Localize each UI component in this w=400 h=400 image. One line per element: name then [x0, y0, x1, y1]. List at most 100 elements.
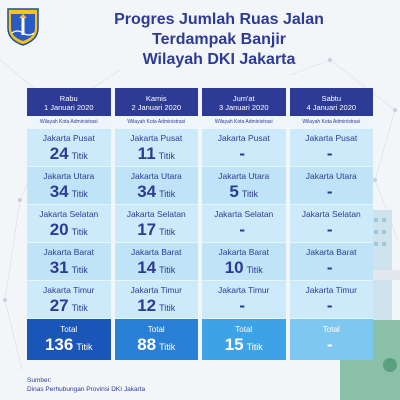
region-unit: Titik	[71, 303, 88, 314]
region-name: Jakarta Selatan	[301, 209, 361, 220]
table-row: Jakarta Utara 34 Titik	[27, 167, 111, 206]
region-unit: Titik	[71, 227, 88, 238]
region-unit: Titik	[159, 227, 176, 238]
total-unit: Titik	[159, 342, 176, 353]
total-label: Total	[322, 325, 340, 335]
region-name: Jakarta Selatan	[126, 209, 186, 220]
table-row: Jakarta Barat 14 Titik	[114, 243, 198, 282]
total-label: Total	[147, 325, 165, 335]
region-value: -	[326, 258, 333, 278]
region-unit: Titik	[241, 189, 259, 200]
region-value: 27	[49, 296, 69, 316]
region-unit: Titik	[71, 265, 88, 276]
column-header: Jum'at 3 Januari 2020	[202, 88, 286, 117]
region-name: Jakarta Utara	[130, 171, 182, 182]
total-row: Total 15 Titik	[202, 319, 286, 360]
region-value: -	[326, 220, 333, 240]
region-value: 34	[49, 182, 69, 202]
table-row: Jakarta Pusat -	[202, 129, 286, 168]
table-row: Jakarta Selatan -	[289, 205, 373, 244]
table-row: Jakarta Barat 10 Titik	[202, 243, 286, 282]
region-value: -	[239, 220, 246, 240]
total-row: Total -	[289, 319, 373, 360]
region-name: Jakarta Selatan	[39, 209, 99, 220]
region-value: 10	[224, 258, 244, 278]
day-column: Jum'at 3 Januari 2020 Wilayah Kota Admin…	[202, 88, 286, 360]
column-subheader: Wilayah Kota Administrasi	[289, 116, 373, 130]
total-row: Total 88 Titik	[114, 319, 198, 360]
column-header: Rabu 1 Januari 2020	[27, 88, 111, 117]
region-value: 5	[229, 182, 239, 202]
region-name: Jakarta Pusat	[130, 133, 183, 144]
region-name: Jakarta Pusat	[305, 133, 358, 144]
column-date: 3 Januari 2020	[218, 103, 269, 112]
region-value: 24	[49, 144, 69, 164]
region-unit: Titik	[159, 189, 176, 200]
table-row: Jakarta Utara 5 Titik	[202, 167, 286, 206]
region-name: Jakarta Barat	[218, 247, 270, 258]
region-name: Jakarta Barat	[43, 247, 95, 258]
table-row: Jakarta Barat -	[289, 243, 373, 282]
total-value: 88	[137, 335, 157, 355]
table-row: Jakarta Timur 27 Titik	[27, 281, 111, 320]
column-header: Kamis 2 Januari 2020	[114, 88, 198, 117]
total-row: Total 136 Titik	[27, 319, 111, 360]
total-label: Total	[235, 325, 253, 335]
table-row: Jakarta Pusat -	[289, 129, 373, 168]
title-line-3: Wilayah DKI Jakarta	[142, 51, 296, 68]
table-row: Jakarta Timur -	[202, 281, 286, 320]
total-value: 15	[224, 335, 244, 355]
region-name: Jakarta Utara	[305, 171, 357, 182]
source-label: Sumber:	[27, 377, 52, 384]
region-name: Jakarta Barat	[305, 247, 357, 258]
column-day: Rabu	[59, 94, 78, 103]
total-value: 136	[44, 335, 74, 355]
column-header: Sabtu 4 Januari 2020	[289, 88, 373, 117]
column-date: 1 Januari 2020	[43, 103, 94, 112]
total-unit: Titik	[76, 342, 93, 353]
column-day: Kamis	[145, 94, 167, 103]
region-unit: Titik	[246, 265, 263, 276]
column-subheader: Wilayah Kota Administrasi	[202, 116, 286, 130]
region-name: Jakarta Timur	[305, 285, 358, 296]
region-value: -	[326, 182, 333, 202]
region-value: 20	[49, 220, 69, 240]
region-name: Jakarta Selatan	[214, 209, 274, 220]
region-value: -	[326, 296, 333, 316]
region-value: 34	[137, 182, 157, 202]
region-value: 14	[137, 258, 157, 278]
region-unit: Titik	[159, 303, 176, 314]
source-note: Sumber: Dinas Perhubungan Provinsi DKI J…	[27, 376, 145, 394]
column-day: Sabtu	[321, 94, 342, 103]
column-subheader: Wilayah Kota Administrasi	[114, 116, 198, 130]
region-value: -	[239, 144, 246, 164]
table-row: Jakarta Timur -	[289, 281, 373, 320]
region-value: 31	[49, 258, 69, 278]
region-name: Jakarta Pusat	[217, 133, 270, 144]
region-name: Jakarta Timur	[43, 285, 95, 296]
column-date: 4 Januari 2020	[306, 103, 357, 112]
region-value: 11	[137, 144, 156, 164]
source-text: Dinas Perhubungan Provinsi DKI Jakarta	[27, 386, 146, 393]
table-row: Jakarta Selatan -	[202, 205, 286, 244]
region-value: -	[239, 296, 246, 316]
jakarta-logo	[6, 6, 40, 46]
region-unit: Titik	[71, 151, 88, 162]
region-value: 17	[137, 220, 157, 240]
region-value: -	[326, 144, 333, 164]
title-line-1: Progres Jumlah Ruas Jalan	[114, 11, 324, 28]
day-column: Sabtu 4 Januari 2020 Wilayah Kota Admini…	[289, 88, 373, 360]
total-value: -	[326, 335, 333, 355]
region-name: Jakarta Utara	[218, 171, 270, 182]
page-title: Progres Jumlah Ruas Jalan Terdampak Banj…	[44, 10, 394, 70]
column-subheader: Wilayah Kota Administrasi	[27, 116, 111, 130]
table-row: Jakarta Pusat 24 Titik	[27, 129, 111, 168]
region-name: Jakarta Utara	[43, 171, 95, 182]
region-name: Jakarta Timur	[218, 285, 270, 296]
region-name: Jakarta Barat	[130, 247, 182, 258]
total-label: Total	[60, 325, 78, 335]
table-row: Jakarta Timur 12 Titik	[114, 281, 198, 320]
table-row: Jakarta Utara -	[289, 167, 373, 206]
table-row: Jakarta Barat 31 Titik	[27, 243, 111, 282]
table-row: Jakarta Utara 34 Titik	[114, 167, 198, 206]
